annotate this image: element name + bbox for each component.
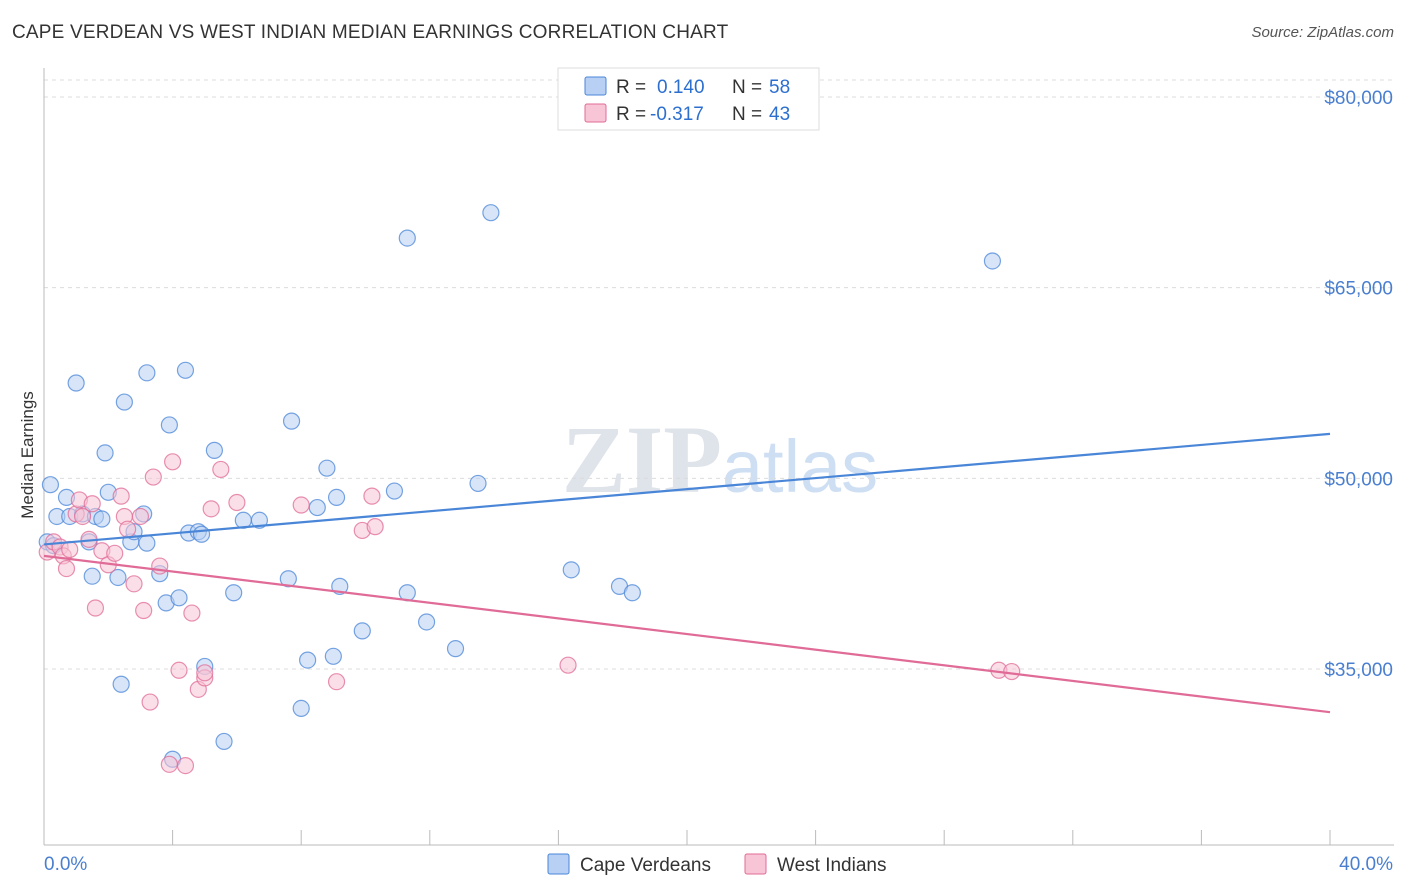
- data-point: [318, 459, 336, 477]
- legend-n-value: 58: [769, 77, 790, 98]
- data-point: [170, 589, 188, 607]
- data-point: [61, 540, 79, 559]
- data-point: [446, 640, 465, 658]
- legend-swatch-cape-verdeans: [584, 76, 607, 96]
- data-point: [192, 525, 211, 543]
- data-point: [308, 498, 326, 517]
- data-point: [144, 468, 162, 486]
- data-point: [202, 500, 220, 518]
- data-point: [279, 570, 297, 588]
- legend: R = 0.140 N = 58 R = -0.317 N = 43: [557, 67, 820, 131]
- data-point: [228, 493, 246, 512]
- data-point: [176, 361, 195, 379]
- data-point: [363, 487, 381, 505]
- trend-line-west-indians: [43, 554, 1331, 714]
- data-point: [562, 561, 580, 579]
- data-point: [106, 544, 124, 562]
- data-point: [183, 604, 201, 622]
- data-point: [93, 510, 111, 528]
- data-points: [38, 204, 1021, 775]
- chart-title: CAPE VERDEAN VS WEST INDIAN MEDIAN EARNI…: [12, 22, 729, 43]
- y-tick-label: $80,000: [1324, 88, 1393, 109]
- data-point: [398, 229, 416, 247]
- data-point: [83, 567, 101, 585]
- data-point: [327, 488, 346, 506]
- watermark: ZIPatlas: [562, 406, 878, 513]
- data-point: [141, 693, 159, 711]
- bottom-legend-label-west-indians: West Indians: [777, 855, 886, 876]
- data-point: [170, 661, 188, 679]
- data-point: [205, 441, 223, 459]
- y-tick-label: $35,000: [1324, 660, 1393, 681]
- data-point: [112, 675, 130, 693]
- data-point: [324, 647, 342, 665]
- data-point: [135, 601, 153, 620]
- data-point: [96, 444, 114, 462]
- y-tick-labels: $35,000 $50,000 $65,000 $80,000: [1324, 88, 1393, 681]
- legend-r-value: 0.140: [657, 77, 705, 98]
- data-point: [215, 732, 233, 751]
- data-point: [292, 699, 310, 718]
- data-point: [623, 584, 641, 602]
- data-point: [118, 520, 137, 538]
- data-point: [112, 487, 130, 505]
- y-tick-label: $50,000: [1324, 469, 1393, 490]
- x-tick-labels: 0.0% 40.0%: [44, 854, 1393, 875]
- data-point: [327, 673, 346, 691]
- data-point: [983, 252, 1002, 270]
- data-point: [225, 584, 243, 602]
- bottom-legend: Cape Verdeans West Indians: [547, 853, 886, 876]
- legend-r-label: R =: [616, 104, 646, 125]
- data-point: [125, 575, 143, 593]
- data-point: [1003, 662, 1021, 681]
- data-point: [115, 393, 133, 411]
- bottom-legend-label-cape-verdeans: Cape Verdeans: [580, 855, 711, 876]
- data-point: [160, 755, 178, 773]
- data-point: [73, 507, 92, 526]
- bottom-legend-swatch-west-indians: [744, 853, 767, 875]
- data-point: [57, 559, 76, 578]
- data-point: [250, 511, 269, 529]
- data-point: [469, 474, 487, 493]
- data-point: [292, 496, 310, 514]
- y-tick-label: $65,000: [1324, 279, 1393, 300]
- legend-swatch-west-indians: [584, 103, 607, 123]
- data-point: [366, 518, 384, 536]
- source-label: Source: ZipAtlas.com: [1251, 24, 1394, 41]
- data-point: [212, 460, 230, 479]
- data-point: [83, 495, 101, 513]
- data-point: [131, 507, 150, 526]
- x-tick-label: 40.0%: [1339, 854, 1393, 875]
- data-point: [299, 651, 317, 669]
- legend-r-value: -0.317: [650, 104, 704, 125]
- x-tick-label: 0.0%: [44, 854, 87, 875]
- data-point: [164, 453, 182, 471]
- bottom-legend-swatch-cape-verdeans: [547, 853, 570, 875]
- data-point: [482, 204, 500, 222]
- data-point: [282, 412, 301, 430]
- data-point: [138, 534, 156, 552]
- trend-line-cape-verdeans: [43, 432, 1331, 546]
- data-point: [417, 613, 436, 631]
- legend-n-value: 43: [769, 104, 790, 125]
- data-point: [196, 664, 214, 682]
- data-point: [138, 364, 156, 382]
- data-point: [67, 374, 85, 392]
- data-point: [353, 622, 371, 640]
- data-point: [41, 476, 60, 494]
- trend-lines: [43, 432, 1331, 714]
- axes: [43, 68, 1394, 846]
- data-point: [86, 599, 105, 617]
- data-point: [559, 656, 577, 674]
- data-point: [160, 416, 178, 434]
- series-west-indians: [38, 453, 1021, 775]
- y-axis-title: Median Earnings: [18, 391, 37, 519]
- legend-r-label: R =: [616, 77, 646, 98]
- data-point: [176, 757, 195, 775]
- legend-n-label: N =: [732, 104, 762, 125]
- data-point: [385, 482, 404, 500]
- legend-n-label: N =: [732, 77, 762, 98]
- data-point: [109, 568, 127, 587]
